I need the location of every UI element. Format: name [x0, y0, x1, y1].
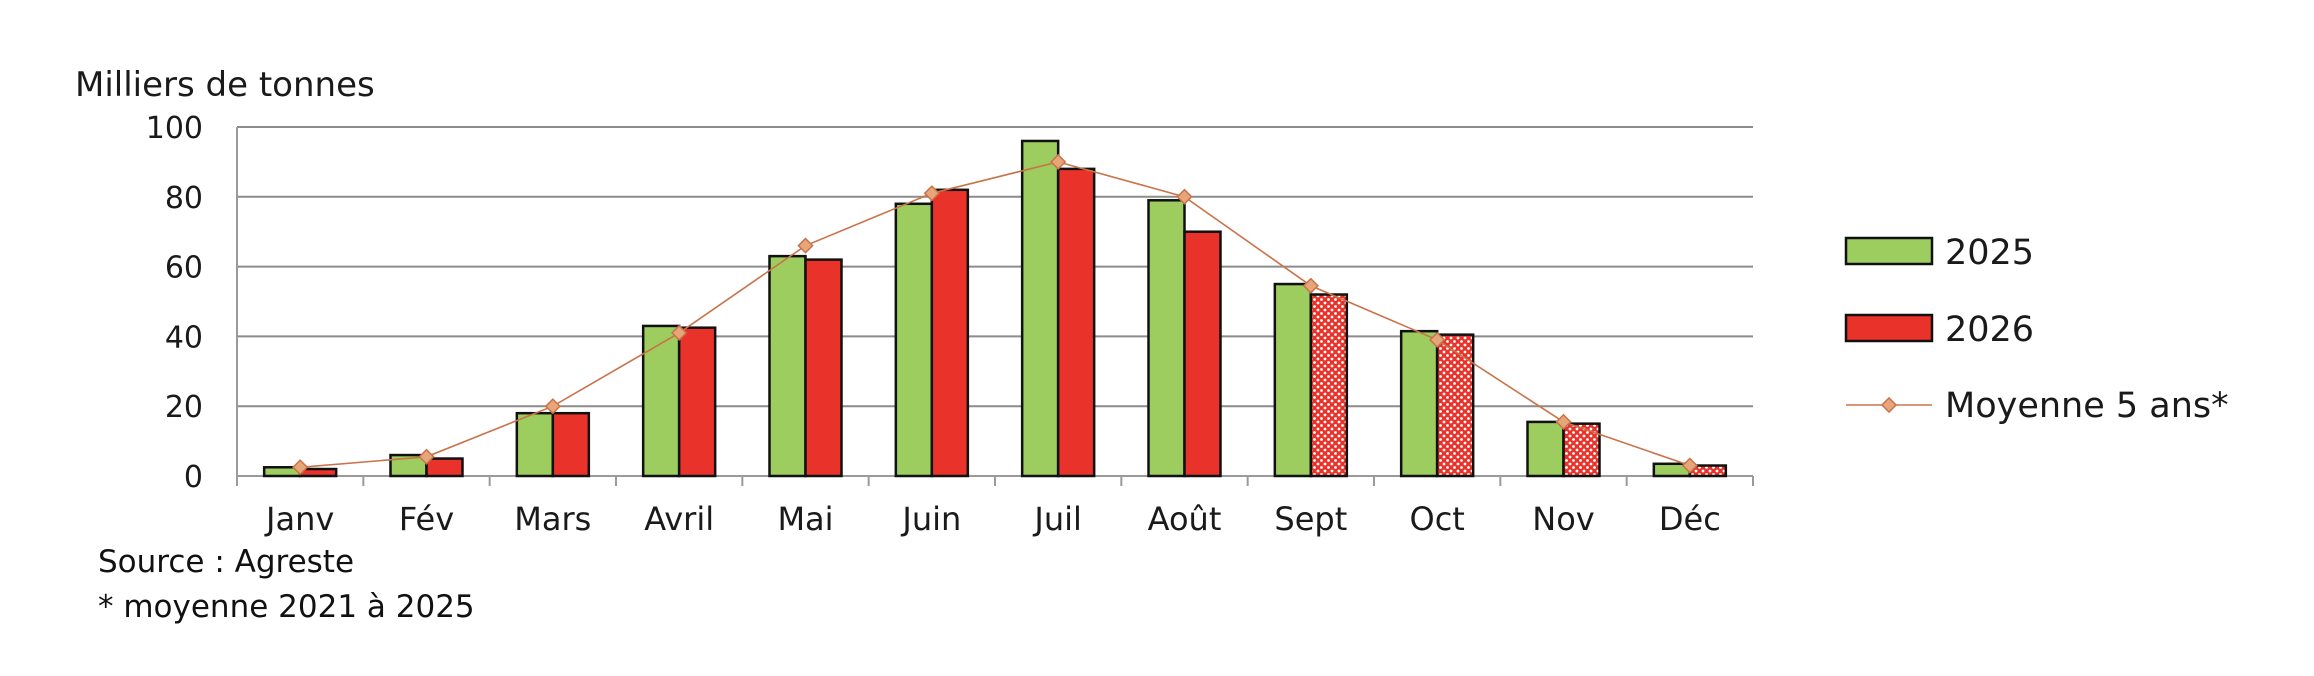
bar-2026: [1183, 230, 1222, 478]
x-tick-label: Janv: [264, 500, 334, 538]
bar-2026: [804, 258, 843, 478]
average-point: [1302, 277, 1319, 294]
legend-swatch-2026: [1844, 313, 1934, 343]
average-point: [1555, 413, 1572, 431]
average-point: [1176, 188, 1193, 205]
x-tick-label: Oct: [1410, 500, 1465, 538]
legend-label-2025: 2025: [1945, 233, 2034, 273]
bar-2025: [1399, 329, 1439, 478]
bar-2025: [1526, 420, 1565, 478]
legend-marker-average: [1880, 396, 1898, 414]
y-tick-label: 0: [184, 460, 203, 495]
gridlines: [236, 126, 1754, 486]
x-tick-label: Déc: [1659, 500, 1721, 538]
bar-2026: [1562, 422, 1601, 478]
x-tick-labels: Janv Fév Mars Avril Mai Juin Juil Août Sept Oct No…: [264, 500, 1721, 538]
legend: 2025 2026 Moyenne 5 ans*: [1844, 233, 2229, 426]
x-tick-label: Fév: [399, 500, 454, 538]
x-tick-label: Mai: [777, 500, 833, 538]
x-tick-label: Juin: [900, 500, 961, 538]
legend-swatch-2025: [1844, 236, 1934, 266]
bar-2025: [515, 411, 555, 478]
bar-2025: [641, 324, 681, 478]
bar-2026: [930, 188, 970, 478]
y-tick-label: 100: [146, 111, 203, 146]
y-tick-label: 60: [165, 251, 203, 286]
bar-2025: [1020, 139, 1060, 478]
bar-2025: [1147, 199, 1186, 478]
bar-2026: [1309, 293, 1349, 478]
bar-2026: [1435, 333, 1475, 478]
average-point: [671, 324, 688, 342]
y-axis-label: Milliers de tonnes: [75, 65, 375, 105]
x-tick-label: Nov: [1532, 500, 1594, 538]
legend-label-2026: 2026: [1945, 310, 2034, 350]
bar-2025: [768, 254, 807, 478]
bar-2025: [1273, 282, 1313, 478]
legend-label-average: Moyenne 5 ans*: [1945, 386, 2229, 426]
source-note: Source : Agreste: [98, 544, 354, 580]
footnote: * moyenne 2021 à 2025: [98, 589, 475, 625]
average-point: [797, 237, 814, 254]
x-tick-label: Juil: [1032, 500, 1082, 538]
average-point: [292, 459, 309, 476]
x-tick-label: Sept: [1274, 500, 1347, 538]
average-point: [544, 398, 561, 415]
bar-2026: [1056, 167, 1096, 478]
x-tick-label: Avril: [644, 500, 714, 538]
average-point: [1681, 457, 1698, 474]
x-tick-label: Mars: [514, 500, 591, 538]
average-point: [1429, 331, 1446, 349]
average-point: [418, 448, 435, 465]
average-line: [292, 153, 1698, 476]
y-tick-label: 20: [165, 390, 203, 425]
y-tick-labels: 0 20 40 60 80 100: [146, 111, 203, 495]
y-tick-label: 40: [165, 320, 203, 355]
x-tick-label: Août: [1148, 500, 1222, 538]
average-point: [1050, 153, 1067, 171]
bar-2026: [298, 467, 338, 478]
bar-2025: [894, 202, 934, 478]
y-tick-label: 80: [165, 181, 203, 216]
average-line-path: [300, 161, 1691, 469]
bar-2026: [425, 457, 464, 478]
bar-2026: [551, 411, 591, 478]
bars: [262, 139, 1728, 478]
average-point: [923, 185, 940, 202]
bar-2026: [677, 326, 717, 478]
